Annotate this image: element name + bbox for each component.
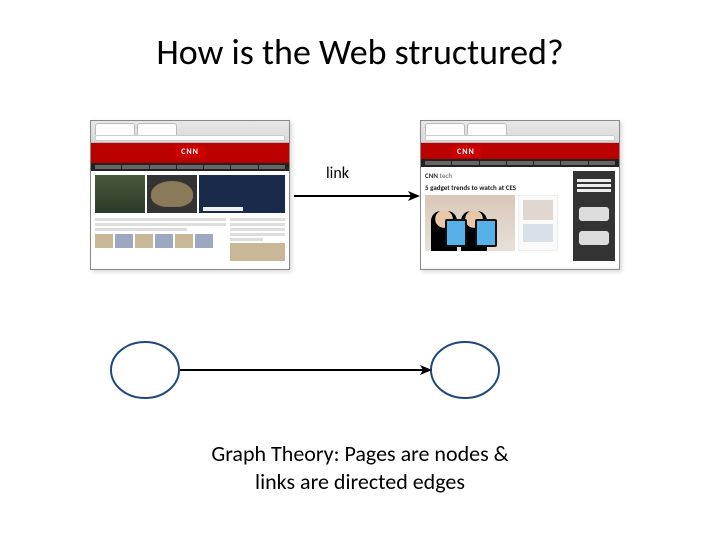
site-nav — [91, 163, 289, 171]
site-header: CNN — [91, 143, 289, 163]
webpage-left: CNN — [90, 120, 290, 270]
tech-logo: CNN — [425, 171, 438, 180]
site-logo: CNN — [175, 146, 205, 158]
article-photo — [425, 195, 515, 251]
site-nav — [421, 159, 619, 167]
hero-image — [95, 175, 145, 213]
slide-title: How is the Web structured? — [0, 30, 720, 74]
ad-banner — [573, 171, 615, 261]
tech-sublogo: tech — [440, 171, 453, 180]
browser-chrome — [421, 121, 619, 143]
sidebar-box — [518, 195, 558, 251]
webpage-right: CNN CNN tech 5 gadget trends to watch at… — [420, 120, 620, 270]
graph-node-left — [111, 342, 179, 398]
site-body: CNN tech 5 gadget trends to watch at CES — [421, 167, 619, 267]
site-header: CNN — [421, 143, 619, 159]
site-body — [91, 171, 289, 270]
screenshots-row: CNN — [0, 120, 720, 280]
graph-node-right — [431, 342, 499, 398]
hero-image — [147, 175, 197, 213]
site-logo: CNN — [451, 146, 481, 158]
link-label: link — [326, 164, 349, 183]
hero-image — [199, 175, 285, 213]
caption: Graph Theory: Pages are nodes & links ar… — [0, 440, 720, 495]
browser-chrome — [91, 121, 289, 143]
caption-line-2: links are directed edges — [255, 468, 465, 495]
caption-line-1: Graph Theory: Pages are nodes & — [211, 440, 508, 467]
